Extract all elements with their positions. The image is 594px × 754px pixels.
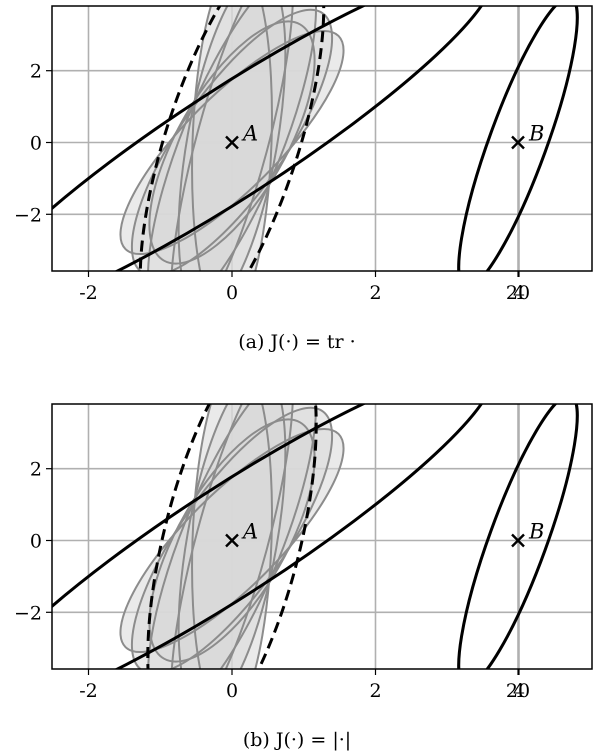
point-label-a: A [241,520,258,544]
y-tick-label: −2 [14,204,42,226]
point-label-b: B [528,122,544,146]
gray-ellipse [177,6,287,271]
gray-ellipse [119,427,345,654]
gray-ellipse [191,404,273,669]
x-tick-label: 0 [226,282,238,304]
gray-ellipse [130,406,334,669]
ellipse-at-b [457,6,579,271]
point-marker-b [511,533,525,548]
x-tick-label: 2 [369,680,381,702]
y-tick-label: 0 [30,133,42,155]
panel-a-frame [51,5,593,272]
ellipse-at-a [52,6,494,271]
point-marker-b [511,135,525,150]
x-tick-label: 0 [226,680,238,702]
x-tick-label: 20 [506,282,530,304]
x-tick-label: 20 [506,680,530,702]
ellipse-at-b [457,404,579,669]
panel-b-caption: (b) J(·) = |·| [243,729,351,751]
gray-ellipse [170,404,294,669]
gray-ellipse [119,29,345,256]
y-tick-label: −2 [14,602,42,624]
x-tick-label: -2 [79,282,98,304]
gray-ellipse [130,8,334,271]
gray-ellipse [148,418,316,663]
gray-ellipse [170,6,294,271]
y-tick-label: 0 [30,531,42,553]
gray-ellipse [177,404,287,669]
panel-b-grid [52,404,592,669]
point-label-a: A [241,122,258,146]
gray-ellipse [148,20,316,265]
panel-b-frame [51,403,593,670]
x-tick-label: 2 [369,282,381,304]
x-tick-label: 4 [513,282,525,304]
point-label-b: B [528,520,544,544]
x-tick-label: 4 [513,680,525,702]
point-marker-a [225,533,239,548]
y-tick-label: 2 [30,61,42,83]
ellipse-at-a [52,404,494,669]
x-tick-label: -2 [79,680,98,702]
point-marker-a [225,135,239,150]
panel-a-caption: (a) J(·) = tr · [238,331,355,353]
y-tick-label: 2 [30,459,42,481]
gray-ellipse [191,6,273,271]
